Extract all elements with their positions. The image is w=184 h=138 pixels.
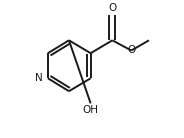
- Text: O: O: [108, 3, 116, 13]
- Text: O: O: [127, 46, 135, 55]
- Text: N: N: [35, 73, 43, 83]
- Text: OH: OH: [83, 105, 99, 115]
